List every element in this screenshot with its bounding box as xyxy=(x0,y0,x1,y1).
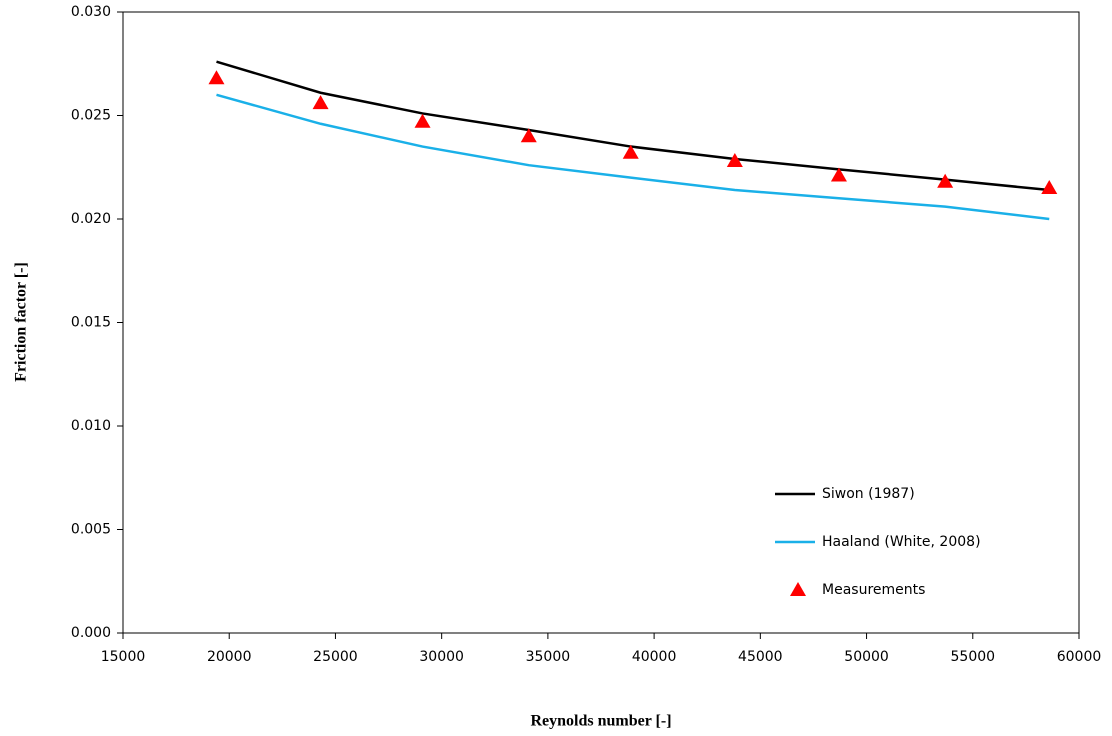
y-tick-label: 0.000 xyxy=(71,625,111,641)
marker xyxy=(208,70,225,85)
marker xyxy=(726,153,743,168)
legend-label: Measurements xyxy=(822,582,925,598)
marker xyxy=(414,113,431,128)
y-tick-label: 0.030 xyxy=(71,4,111,20)
y-tick-label: 0.020 xyxy=(71,211,111,227)
y-axis-title: Friction factor [-] xyxy=(13,262,30,382)
marker xyxy=(937,173,954,188)
x-tick-label: 20000 xyxy=(207,649,252,665)
legend-label: Haaland (White, 2008) xyxy=(822,534,981,550)
x-tick-label: 35000 xyxy=(526,649,571,665)
legend-swatch xyxy=(790,582,806,596)
x-tick-label: 30000 xyxy=(419,649,464,665)
x-tick-label: 15000 xyxy=(101,649,146,665)
marker xyxy=(830,167,847,182)
marker xyxy=(1041,179,1058,194)
marker xyxy=(622,144,639,159)
x-axis-title: Reynolds number [-] xyxy=(530,713,671,730)
marker xyxy=(520,128,537,143)
x-tick-label: 25000 xyxy=(313,649,358,665)
y-tick-label: 0.025 xyxy=(71,108,111,124)
y-tick-label: 0.010 xyxy=(71,418,111,434)
y-tick-label: 0.005 xyxy=(71,522,111,538)
legend-label: Siwon (1987) xyxy=(822,486,915,502)
y-tick-label: 0.015 xyxy=(71,315,111,331)
marker xyxy=(312,95,329,110)
series-line xyxy=(216,60,1050,192)
series-line xyxy=(216,93,1050,221)
x-tick-label: 40000 xyxy=(632,649,677,665)
x-tick-label: 60000 xyxy=(1057,649,1102,665)
x-tick-label: 55000 xyxy=(951,649,996,665)
x-tick-label: 45000 xyxy=(738,649,783,665)
x-tick-label: 50000 xyxy=(844,649,889,665)
